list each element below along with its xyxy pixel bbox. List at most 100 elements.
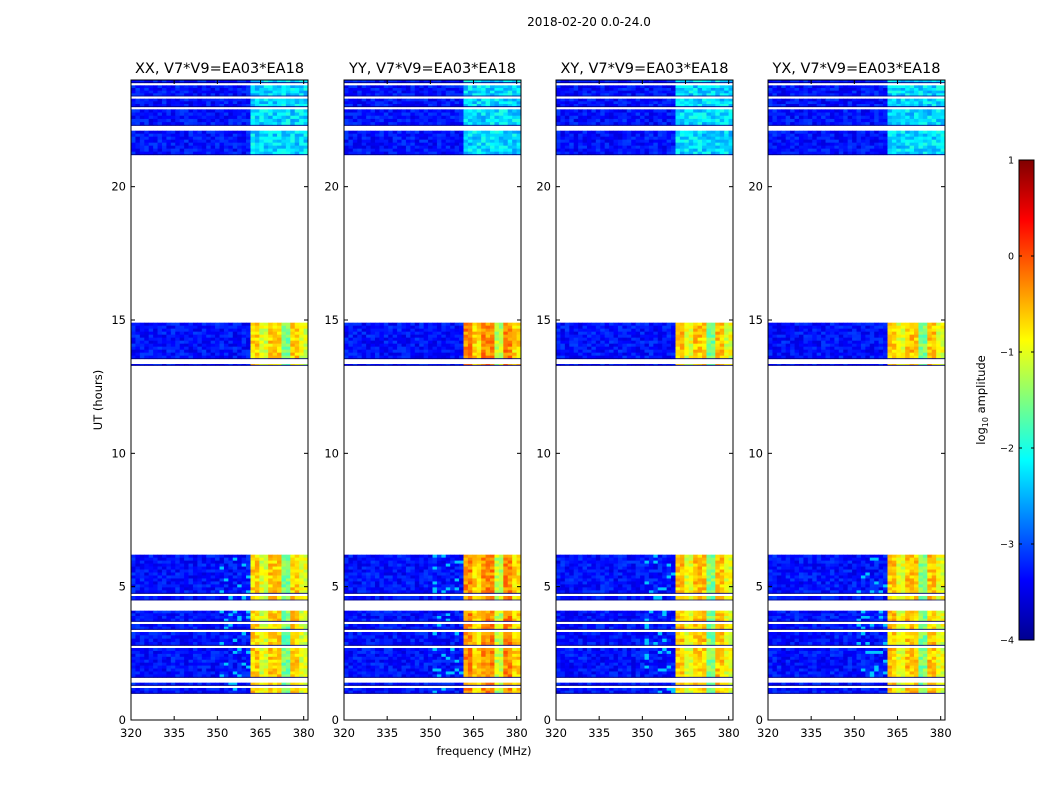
heatmap-cell	[232, 130, 238, 135]
heatmap-cell	[428, 648, 433, 652]
heatmap-cell	[459, 632, 464, 636]
heatmap-cell	[148, 690, 154, 694]
heatmap-cell	[277, 688, 282, 692]
heatmap-cell	[192, 688, 198, 692]
heatmap-cell	[241, 133, 247, 138]
heatmap-cell	[414, 328, 420, 333]
heatmap-cell	[476, 632, 482, 636]
heatmap-cell	[135, 349, 141, 354]
heatmap-cell	[344, 648, 349, 652]
heatmap-cell	[450, 613, 456, 617]
heatmap-cell	[485, 560, 491, 564]
heatmap-cell	[153, 109, 158, 113]
heatmap-cell	[197, 587, 203, 591]
heatmap-cell	[215, 328, 220, 333]
heatmap-cell	[259, 618, 265, 622]
heatmap-cell	[144, 572, 150, 576]
heatmap-cell	[348, 349, 354, 354]
heatmap-cell	[228, 668, 234, 672]
heatmap-cell	[498, 328, 504, 333]
heatmap-cell	[206, 688, 212, 692]
heatmap-cell	[405, 328, 411, 333]
heatmap-cell	[148, 104, 154, 108]
heatmap-cell	[463, 590, 469, 594]
heatmap-cell	[259, 632, 265, 636]
heatmap-cell	[485, 349, 491, 354]
heatmap-cell	[170, 624, 176, 628]
heatmap-cell	[294, 674, 300, 678]
heatmap-cell	[170, 613, 176, 617]
heatmap-cell	[498, 352, 504, 357]
heatmap-cell	[467, 349, 473, 354]
heatmap-cell	[507, 668, 513, 672]
heatmap-cell	[392, 325, 398, 330]
heatmap-cell	[153, 346, 158, 351]
heatmap-cell	[197, 93, 203, 97]
heatmap-cell	[294, 148, 300, 153]
heatmap-cell	[175, 569, 181, 573]
heatmap-cell	[299, 584, 304, 588]
heatmap-cell	[153, 88, 158, 92]
heatmap-cell	[299, 98, 304, 102]
heatmap-cell	[303, 572, 309, 576]
heatmap-cell	[405, 581, 411, 585]
heatmap-cell	[188, 334, 194, 339]
heatmap-cell	[268, 349, 273, 354]
heatmap-cell	[166, 690, 172, 694]
heatmap-cell	[192, 343, 198, 348]
heatmap-cell	[197, 566, 203, 570]
heatmap-cell	[148, 349, 154, 354]
heatmap-cell	[188, 136, 194, 141]
heatmap-cell	[303, 642, 309, 646]
heatmap-cell	[192, 642, 198, 646]
heatmap-cell	[268, 587, 273, 591]
heatmap-cell	[428, 349, 433, 354]
heatmap-cell	[494, 566, 500, 570]
heatmap-cell	[166, 93, 172, 97]
heatmap-cell	[197, 650, 203, 655]
heatmap-cell	[472, 554, 478, 559]
heatmap-cell	[135, 618, 141, 622]
heatmap-cell	[481, 578, 486, 582]
heatmap-cell	[366, 632, 371, 636]
heatmap-cell	[303, 109, 309, 113]
heatmap-cell	[197, 325, 203, 330]
heatmap-cell	[246, 133, 251, 138]
heatmap-cell	[445, 688, 451, 692]
heatmap-cell	[383, 136, 389, 141]
heatmap-cell	[131, 635, 136, 640]
heatmap-cell	[179, 109, 185, 113]
heatmap-cell	[215, 656, 220, 661]
heatmap-cell	[374, 624, 380, 628]
heatmap-cell	[370, 572, 376, 576]
heatmap-cell	[459, 325, 464, 330]
heatmap-cell	[401, 364, 407, 366]
heatmap-cell	[397, 638, 402, 643]
heatmap-cell	[441, 560, 447, 564]
heatmap-cell	[419, 575, 425, 579]
heatmap-cell	[131, 101, 136, 105]
heatmap-cell	[161, 142, 167, 147]
heatmap-cell	[135, 122, 141, 126]
heatmap-cell	[410, 632, 416, 636]
heatmap-cell	[250, 322, 256, 327]
heatmap-cell	[294, 596, 300, 601]
heatmap-cell	[184, 668, 189, 672]
heatmap-cell	[450, 624, 456, 628]
heatmap-cell	[498, 613, 504, 617]
heatmap-cell	[467, 352, 473, 357]
heatmap-cell	[472, 352, 478, 357]
heatmap-cell	[153, 648, 158, 652]
heatmap-cell	[507, 352, 513, 357]
heatmap-cell	[498, 566, 504, 570]
heatmap-cell	[476, 575, 482, 579]
heatmap-cell	[299, 653, 304, 658]
heatmap-cell	[232, 659, 238, 664]
heatmap-cell	[250, 668, 256, 672]
heatmap-cell	[405, 325, 411, 330]
heatmap-cell	[494, 596, 500, 601]
heatmap-cell	[135, 133, 141, 138]
heatmap-cell	[459, 355, 464, 360]
heatmap-cell	[263, 572, 269, 576]
heatmap-cell	[215, 638, 220, 643]
